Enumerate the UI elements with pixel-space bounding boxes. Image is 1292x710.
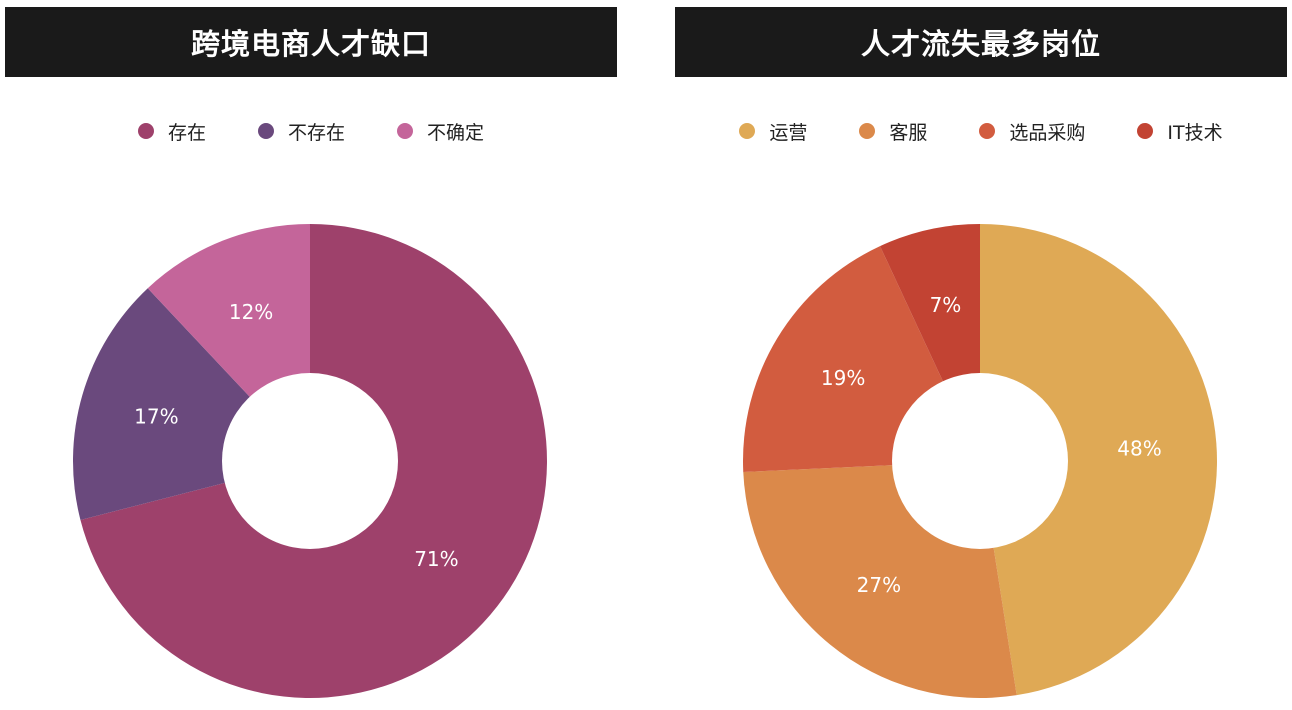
legend-item-customer-service[interactable]: 客服 <box>859 118 927 145</box>
legend-label: 不确定 <box>427 121 485 144</box>
slice-data-label: 19% <box>821 366 865 390</box>
chart-panel-talent-gap: 跨境电商人才缺口 存在 不存在 不确定 71% 17% 12% <box>5 0 617 710</box>
legend-swatch-customer-service <box>859 123 876 139</box>
donut-chart-turnover-roles: 48% 27% 19% 7% <box>743 224 1217 698</box>
slice-data-label: 12% <box>229 300 273 324</box>
slice-data-label: 17% <box>134 404 178 428</box>
legend-swatch-it-tech <box>1137 123 1154 139</box>
slice-data-label: 27% <box>857 573 901 597</box>
legend-swatch-sourcing <box>979 123 996 139</box>
legend-item-uncertain[interactable]: 不确定 <box>397 118 484 145</box>
chart-legend: 运营 客服 选品采购 IT技术 <box>675 116 1287 146</box>
legend-item-it-tech[interactable]: IT技术 <box>1137 118 1223 145</box>
legend-label: 客服 <box>889 121 928 144</box>
slice-data-label: 71% <box>414 547 458 571</box>
legend-swatch-operations <box>739 123 756 139</box>
legend-item-not-exists[interactable]: 不存在 <box>257 118 345 145</box>
donut-chart-talent-gap: 71% 17% 12% <box>73 224 548 698</box>
legend-label: 选品采购 <box>1009 121 1086 144</box>
legend-label: 运营 <box>769 121 808 144</box>
legend-swatch-not-exists <box>257 123 274 139</box>
legend-item-sourcing[interactable]: 选品采购 <box>979 118 1085 145</box>
chart-title: 跨境电商人才缺口 <box>5 7 617 77</box>
slice-data-label: 48% <box>1117 437 1161 461</box>
donut-hole <box>892 373 1068 549</box>
legend-label: 存在 <box>167 121 206 144</box>
legend-swatch-uncertain <box>397 123 413 139</box>
legend-item-exists[interactable]: 存在 <box>137 118 206 145</box>
chart-legend: 存在 不存在 不确定 <box>5 116 617 146</box>
donut-hole <box>222 373 398 549</box>
donut-slice-1[interactable] <box>980 224 1217 696</box>
slice-data-label: 7% <box>930 293 962 317</box>
legend-label: IT技术 <box>1167 121 1223 144</box>
legend-item-operations[interactable]: 运营 <box>739 118 807 145</box>
legend-label: 不存在 <box>287 121 345 144</box>
chart-panel-turnover-roles: 人才流失最多岗位 运营 客服 选品采购 IT技术 48% 27% 19% 7% <box>675 0 1287 710</box>
chart-title: 人才流失最多岗位 <box>675 7 1287 77</box>
legend-swatch-exists <box>137 123 154 139</box>
